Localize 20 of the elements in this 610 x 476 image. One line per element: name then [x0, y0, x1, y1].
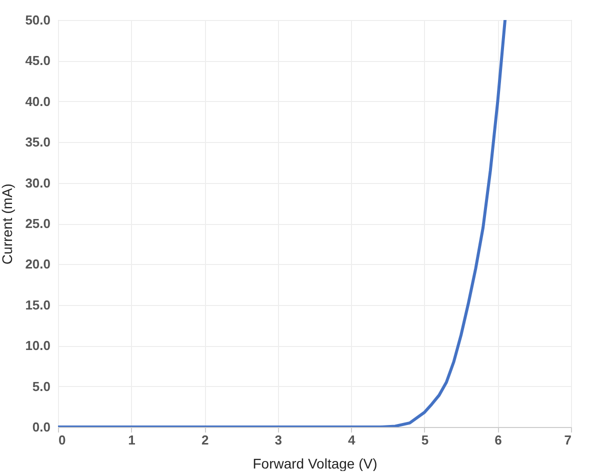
x-tick-label: 7: [564, 432, 572, 448]
y-tick-label: 20.0: [25, 256, 50, 272]
x-tick-label: 4: [348, 432, 356, 448]
y-tick-label: 10.0: [25, 338, 50, 354]
x-tick-label: 3: [274, 432, 282, 448]
y-tick-label: 50.0: [25, 12, 50, 28]
y-tick-label: 15.0: [25, 297, 50, 312]
y-tick-label: 25.0: [25, 216, 50, 231]
y-axis-title: Current (mA): [0, 184, 16, 264]
x-tick-label: 2: [201, 432, 209, 448]
y-tick-label: 30.0: [25, 175, 50, 190]
y-tick-label: 40.0: [25, 94, 50, 109]
x-tick-label: 1: [128, 432, 136, 448]
y-tick-label: 0.0: [32, 420, 50, 434]
x-tick-label: 0: [58, 432, 66, 448]
x-tick-label: 5: [421, 432, 429, 448]
y-tick-label: 45.0: [25, 53, 50, 68]
y-tick-label: 35.0: [25, 134, 50, 150]
y-tick-label: 5.0: [32, 378, 50, 394]
x-tick-label: 6: [494, 432, 502, 448]
